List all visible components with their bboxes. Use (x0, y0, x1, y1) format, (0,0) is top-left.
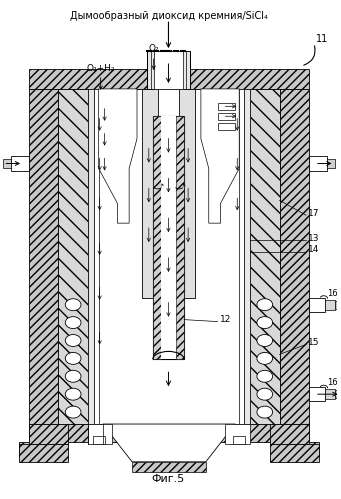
Ellipse shape (257, 334, 273, 346)
Text: 17: 17 (308, 209, 320, 218)
Text: 12: 12 (220, 315, 231, 324)
Bar (225, 424, 250, 444)
Text: Дымообразный диоксид кремния/SiCl₄: Дымообразный диоксид кремния/SiCl₄ (70, 11, 267, 21)
Text: 15: 15 (308, 338, 320, 347)
Ellipse shape (257, 388, 273, 400)
Bar (161, 116, 176, 359)
Text: 16: 16 (327, 378, 337, 387)
Ellipse shape (257, 406, 273, 418)
Bar (250, 89, 280, 424)
Bar (29, 424, 309, 442)
Ellipse shape (65, 299, 81, 311)
Bar (309, 298, 325, 312)
Text: Фиг.5: Фиг.5 (152, 474, 185, 484)
Ellipse shape (65, 406, 81, 418)
Bar (93, 436, 105, 444)
Ellipse shape (65, 352, 81, 364)
Bar (179, 89, 195, 298)
Bar (218, 103, 235, 110)
Bar (147, 51, 190, 89)
Bar (218, 123, 235, 130)
Bar (327, 159, 335, 169)
Ellipse shape (257, 352, 273, 364)
Bar (11, 156, 29, 172)
Bar (280, 89, 309, 424)
Bar (58, 89, 88, 424)
Bar (325, 300, 335, 310)
Text: 11: 11 (316, 34, 328, 44)
Text: O₂: O₂ (148, 44, 159, 53)
Ellipse shape (65, 317, 81, 328)
Bar (309, 156, 327, 172)
Bar (19, 442, 63, 456)
Bar (29, 69, 309, 89)
Bar (153, 116, 161, 359)
Bar (88, 89, 94, 424)
Ellipse shape (257, 370, 273, 382)
Text: 14: 14 (308, 246, 320, 254)
Bar (233, 436, 245, 444)
Bar (239, 89, 244, 424)
Bar (325, 389, 335, 399)
Text: O₂+H₂: O₂+H₂ (86, 64, 115, 73)
Bar (3, 159, 11, 169)
Bar (88, 89, 250, 424)
Polygon shape (201, 89, 239, 223)
Bar (270, 424, 309, 444)
Bar (244, 89, 250, 424)
Bar (142, 89, 158, 298)
Bar (158, 89, 179, 298)
Bar (154, 51, 183, 89)
Ellipse shape (65, 334, 81, 346)
Bar (88, 424, 113, 444)
Bar (309, 387, 325, 401)
Bar (218, 113, 235, 120)
Bar (94, 89, 99, 424)
Ellipse shape (257, 317, 273, 328)
Bar (335, 390, 340, 398)
Bar (29, 424, 68, 444)
Ellipse shape (257, 299, 273, 311)
Polygon shape (103, 424, 235, 462)
Text: 16: 16 (327, 289, 337, 298)
Bar (176, 116, 184, 359)
Bar (153, 116, 184, 359)
Ellipse shape (65, 388, 81, 400)
Bar (132, 462, 206, 472)
Bar (275, 442, 319, 456)
Bar (270, 444, 319, 462)
Bar (29, 89, 58, 424)
Bar (335, 301, 340, 309)
Ellipse shape (65, 370, 81, 382)
Polygon shape (99, 89, 137, 223)
Text: 13: 13 (308, 234, 320, 243)
Bar (19, 444, 68, 462)
